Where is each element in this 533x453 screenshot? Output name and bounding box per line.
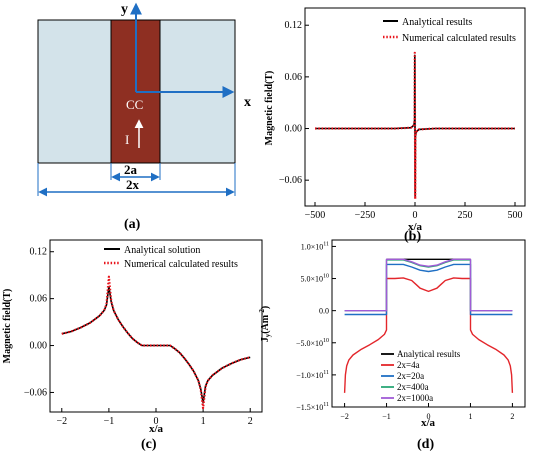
axis-y-label: y — [121, 2, 128, 17]
x-tick-label: −1 — [382, 412, 391, 421]
series-line-numerical-calculated-results — [61, 275, 251, 410]
current-label: I — [125, 132, 129, 147]
legend: Analytical results 2x=4a 2x=20a 2x=400a … — [381, 349, 461, 403]
legend-label: 2x=1000a — [397, 393, 433, 403]
panel-c-caption: (c) — [141, 437, 157, 452]
x-tick-label: −2 — [56, 416, 67, 427]
series-line-2x-1000a — [344, 258, 513, 312]
y-tick-label: 0.00 — [285, 124, 303, 135]
x-tick-label: 1 — [201, 416, 206, 427]
panel-c-ticks: −2 −1 0 1 2 −0.06 0.00 0.06 0.12 — [24, 247, 253, 427]
legend-label: Analytical results — [402, 17, 472, 28]
x-tick-label: −500 — [305, 210, 326, 221]
y-axis-label: Magnetic field(T) — [264, 71, 275, 146]
y-axis-label: Jy(Am-2) — [258, 306, 272, 343]
dim-2x-label: 2x — [126, 177, 140, 192]
series-line-2x-4a — [343, 277, 514, 393]
panel-c-series — [61, 275, 251, 410]
legend-label: Analytical results — [397, 349, 461, 359]
legend-label: 2x=4a — [397, 360, 420, 370]
y-tick-label: −5.0×1010 — [296, 338, 329, 348]
x-tick-label: 0 — [154, 416, 159, 427]
series-line-analytical-solution — [61, 286, 251, 404]
x-tick-label: 0 — [427, 412, 431, 421]
panel-a: y x CC I 2a 2x (a) — [37, 2, 251, 232]
panel-b-ticks: −500 −250 0 250 500 −0.06 0.00 0.06 0.12 — [279, 20, 523, 221]
y-tick-label: 0.00 — [30, 341, 48, 352]
panel-d: −2 −1 0 1 2 −1.5×1011 −1.0×1011 −5.0×1010 0.0 5.0… — [258, 239, 526, 452]
panel-d-ticks: −2 −1 0 1 2 −1.5×1011 −1.0×1011 −5.0×1010 0.0 5.0… — [296, 241, 514, 421]
panel-b-series — [315, 51, 515, 201]
x-tick-label: 500 — [508, 210, 523, 221]
y-axis-label: Magnetic field(T) — [2, 289, 13, 364]
legend-label: Analytical solution — [124, 245, 200, 256]
legend-label: Numerical calculated results — [402, 33, 516, 44]
legend-label: Numerical calculated results — [124, 259, 238, 270]
series-line-numerical-calculated-results — [315, 51, 515, 201]
x-tick-label: 0 — [413, 210, 418, 221]
y-tick-label: −1.5×1011 — [296, 402, 329, 412]
x-tick-label: −1 — [104, 416, 115, 427]
y-tick-label: 0.06 — [285, 72, 303, 83]
panel-c: −2 −1 0 1 2 −0.06 0.00 0.06 0.12 Magnetic field(… — [2, 239, 263, 452]
panel-b-caption: (b) — [404, 229, 421, 244]
x-tick-label: 250 — [458, 210, 473, 221]
y-tick-label: 5.0×1010 — [300, 274, 329, 284]
y-tick-label: 0.06 — [30, 294, 48, 305]
x-tick-label: 2 — [248, 416, 253, 427]
x-tick-label: −2 — [340, 412, 349, 421]
x-axis-label: x/a — [421, 417, 436, 429]
conductor-label: CC — [126, 97, 143, 112]
x-tick-label: 2 — [510, 412, 514, 421]
y-tick-label: −0.06 — [24, 387, 47, 398]
y-tick-label: 1.0×1011 — [301, 241, 329, 251]
x-tick-label: −250 — [355, 210, 376, 221]
series-line-2x-400a — [344, 259, 513, 312]
legend-label: 2x=400a — [397, 382, 429, 392]
dim-2a-label: 2a — [124, 162, 138, 177]
panel-d-caption: (d) — [417, 437, 434, 452]
x-axis-label: x/a — [408, 221, 423, 233]
y-tick-label: −1.0×1011 — [296, 370, 329, 380]
panel-d-series — [343, 258, 514, 393]
y-tick-label: 0.12 — [30, 247, 48, 258]
panel-b: −500 −250 0 250 500 −0.06 0.00 0.06 0.12 Magneti… — [264, 7, 526, 244]
y-tick-label: 0.12 — [285, 20, 303, 31]
legend: Analytical results Numerical calculated … — [383, 17, 516, 44]
panel-a-caption: (a) — [124, 217, 141, 232]
y-tick-label: −0.06 — [279, 175, 302, 186]
slab-left — [37, 19, 112, 164]
x-tick-label: 1 — [468, 412, 472, 421]
y-tick-label: 0.0 — [319, 307, 329, 316]
legend-label: 2x=20a — [397, 371, 424, 381]
series-line-2x-20a — [344, 263, 513, 316]
x-axis-label: x/a — [149, 423, 164, 435]
legend: Analytical solution Numerical calculated… — [104, 245, 238, 270]
axis-x-label: x — [244, 95, 251, 110]
